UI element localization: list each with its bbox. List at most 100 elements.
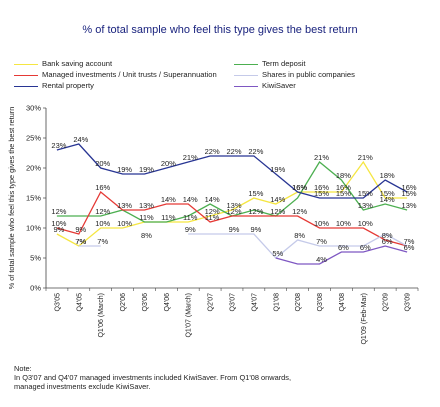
data-label: 21% — [314, 153, 329, 162]
data-label: 18% — [380, 171, 395, 180]
data-label: 5% — [272, 249, 283, 258]
legend-swatch — [234, 63, 258, 65]
data-label: 15% — [402, 189, 417, 198]
data-label: 10% — [358, 219, 373, 228]
data-label: 7% — [75, 237, 86, 246]
data-label: 10% — [95, 219, 110, 228]
data-label: 10% — [51, 219, 66, 228]
data-label: 12% — [248, 207, 263, 216]
x-tick-label: Q3'06 — [142, 293, 149, 312]
legend-label: Shares in public companies — [262, 70, 355, 79]
note-line-2: managed investments exclude KiwiSaver. — [14, 382, 151, 391]
x-tick-label: Q2'06 — [120, 293, 127, 312]
data-label: 19% — [139, 165, 154, 174]
legend-label: Term deposit — [262, 59, 306, 68]
data-label: 7% — [75, 237, 86, 246]
data-label: 23% — [51, 141, 66, 150]
legend-swatch — [14, 63, 38, 65]
data-label: 15% — [358, 189, 373, 198]
legend-swatch — [14, 85, 38, 87]
data-label: 15% — [248, 189, 263, 198]
data-label: 12% — [226, 207, 241, 216]
x-tick-label: Q4'08 — [339, 293, 346, 312]
data-label: 15% — [336, 189, 351, 198]
y-tick-label: 0% — [30, 284, 41, 293]
data-label: 6% — [382, 237, 393, 246]
data-label: 14% — [270, 195, 285, 204]
data-label: 15% — [314, 189, 329, 198]
x-tick-label: Q3'08 — [317, 293, 324, 312]
x-tick-label: Q2'07 — [208, 293, 215, 312]
data-label: 22% — [205, 147, 220, 156]
legend-swatch — [234, 74, 258, 76]
x-tick-label: Q2'09 — [383, 293, 390, 312]
data-label: 16% — [292, 183, 307, 192]
series-line — [56, 190, 408, 247]
data-label: 6% — [360, 243, 371, 252]
x-tick-label: Q1'06 (March) — [98, 293, 105, 338]
data-label: 8% — [141, 231, 152, 240]
data-label: 11% — [183, 213, 198, 222]
series-line — [78, 233, 408, 259]
data-label: 6% — [338, 243, 349, 252]
data-label: 8% — [382, 231, 393, 240]
data-label: 14% — [205, 195, 220, 204]
data-label: 10% — [117, 219, 132, 228]
y-tick-label: 20% — [26, 164, 41, 173]
data-label: 20% — [161, 159, 176, 168]
data-label: 11% — [161, 213, 176, 222]
note-heading: Note: — [14, 364, 32, 373]
data-label: 19% — [117, 165, 132, 174]
data-label: 9% — [75, 225, 86, 234]
data-label: 12% — [292, 207, 307, 216]
data-label: 13% — [358, 201, 373, 210]
legend-item-managed: Managed investments / Unit trusts / Supe… — [14, 69, 217, 80]
data-label: 10% — [314, 219, 329, 228]
data-label: 12% — [270, 207, 285, 216]
data-label: 8% — [294, 231, 305, 240]
x-tick-label: Q4'06 — [164, 293, 171, 312]
legend-label: Rental property — [42, 81, 94, 90]
data-label: 16% — [314, 183, 329, 192]
legend-swatch — [234, 85, 258, 87]
x-tick-label: Q3'07 — [230, 293, 237, 312]
series-line — [56, 160, 408, 247]
legend-item-rental: Rental property — [14, 80, 94, 91]
legend-item-bank-saving: Bank saving account — [14, 58, 112, 69]
legend-label: KiwiSaver — [262, 81, 296, 90]
data-label: 13% — [402, 201, 417, 210]
data-label: 12% — [95, 207, 110, 216]
data-label: 13% — [226, 201, 241, 210]
data-label: 16% — [402, 183, 417, 192]
legend-item-term-deposit: Term deposit — [234, 58, 305, 69]
data-label: 14% — [161, 195, 176, 204]
data-label: 9% — [250, 225, 261, 234]
x-tick-label: Q4'07 — [251, 293, 258, 312]
x-tick-label: Q1'08 — [273, 293, 280, 312]
y-tick-label: 10% — [26, 224, 41, 233]
data-label: 12% — [51, 207, 66, 216]
legend-swatch — [14, 74, 38, 76]
data-label: 14% — [183, 195, 198, 204]
x-tick-label: Q2'08 — [295, 293, 302, 312]
data-label: 7% — [97, 237, 108, 246]
data-label: 9% — [229, 225, 240, 234]
y-tick-label: 25% — [26, 134, 41, 143]
y-tick-label: 5% — [30, 254, 41, 263]
x-tick-label: Q1'07 (March) — [186, 293, 193, 338]
data-label: 7% — [404, 237, 415, 246]
data-label: 11% — [139, 213, 154, 222]
data-label: 16% — [95, 183, 110, 192]
legend-label: Managed investments / Unit trusts / Supe… — [42, 70, 217, 79]
x-tick-label: Q3'05 — [54, 293, 61, 312]
data-label: 16% — [336, 183, 351, 192]
data-label: 21% — [183, 153, 198, 162]
data-label: 20% — [95, 159, 110, 168]
data-label: 18% — [336, 171, 351, 180]
data-label: 7% — [316, 237, 327, 246]
y-tick-label: 15% — [26, 194, 41, 203]
note-line-1: In Q3'07 and Q4'07 managed investments i… — [14, 373, 292, 382]
series-line — [56, 143, 408, 199]
data-label: 6% — [404, 243, 415, 252]
